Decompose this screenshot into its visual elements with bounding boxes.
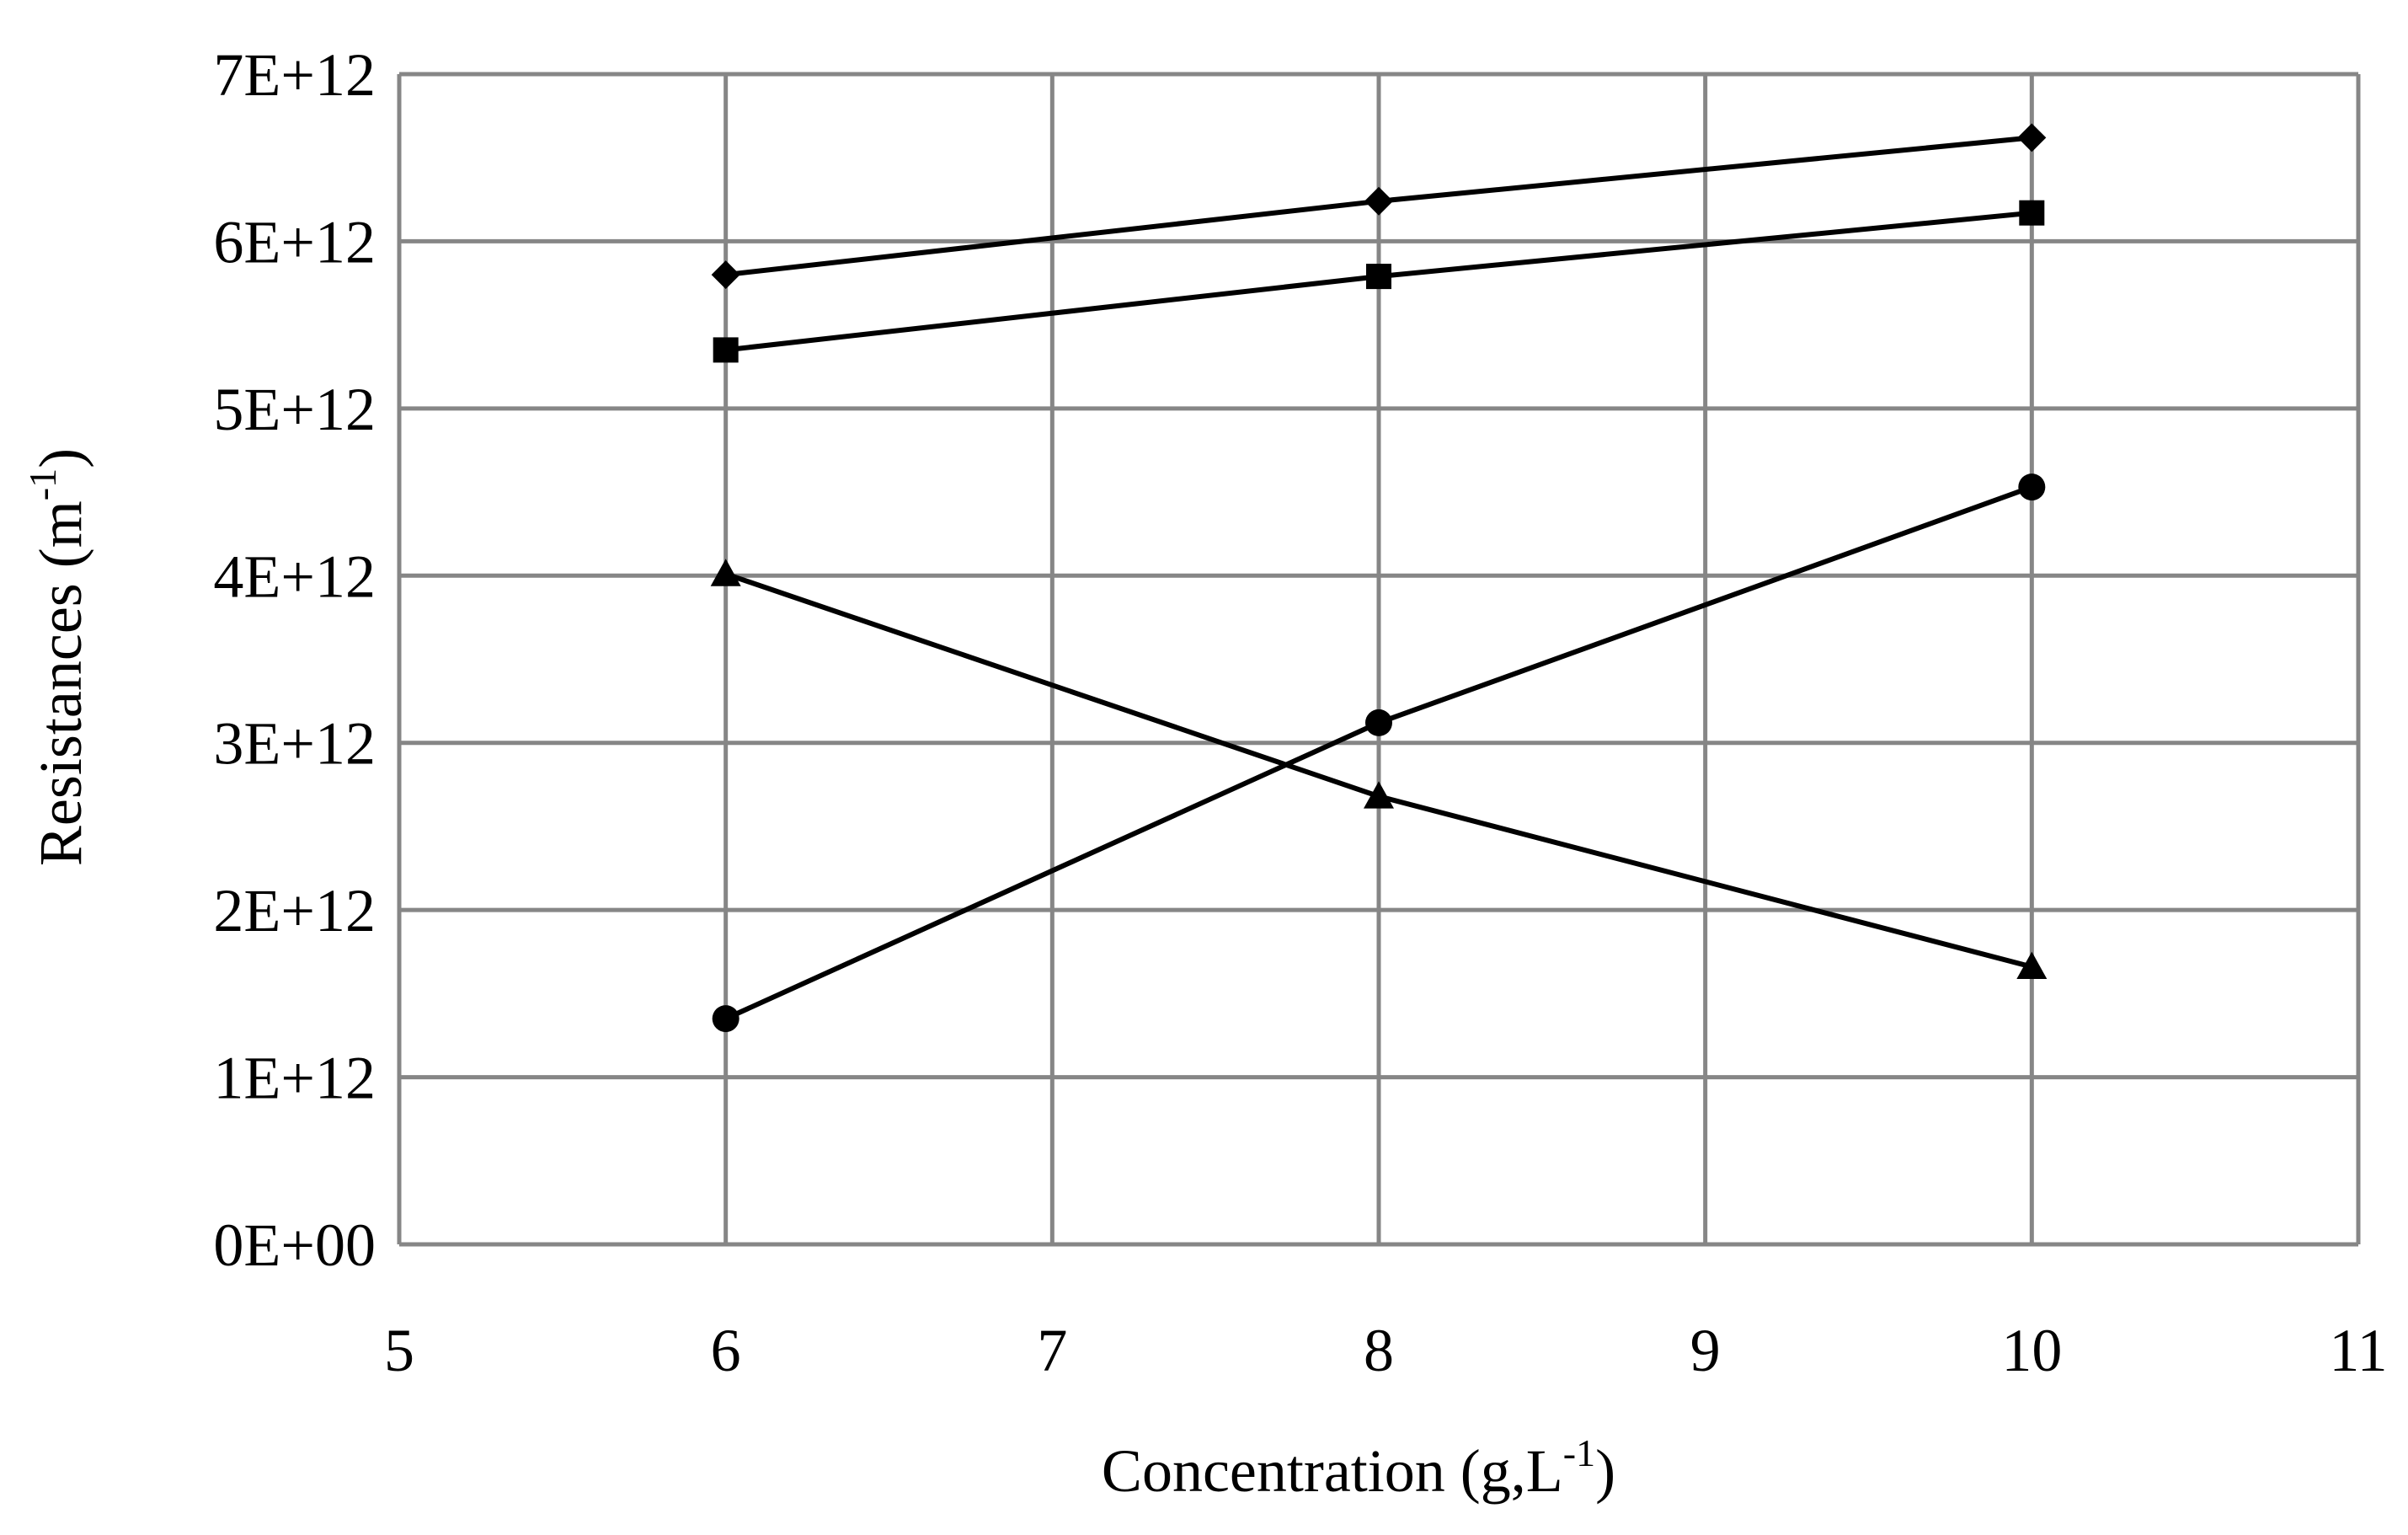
series-diamond (711, 123, 2047, 290)
x-axis-title-end: ) (1595, 1437, 1615, 1505)
y-tick-label: 4E+12 (213, 543, 376, 610)
data-point-triangle (710, 559, 741, 586)
data-point-triangle (2016, 951, 2048, 980)
y-axis-title-end: ) (27, 448, 94, 468)
data-point-diamond (1364, 186, 1393, 216)
y-tick-label: 1E+12 (213, 1045, 376, 1112)
grid (397, 72, 2361, 1247)
y-axis-title: Resistances (m-1) (21, 448, 94, 866)
data-point-circle (712, 1005, 739, 1033)
x-axis-title: Concentration (g,L-1) (1102, 1431, 1615, 1505)
y-axis-title-text: Resistances (m (27, 500, 94, 866)
y-tick-label: 6E+12 (213, 208, 376, 275)
x-tick-label: 8 (1364, 1317, 1394, 1384)
x-axis-title-sup: -1 (1563, 1431, 1595, 1474)
data-point-diamond (711, 260, 740, 290)
data-point-circle (2018, 473, 2046, 501)
x-tick-label: 10 (2001, 1317, 2062, 1384)
series-layer (710, 123, 2048, 1033)
y-tick-label: 0E+00 (213, 1211, 376, 1279)
series-triangle (710, 559, 2048, 980)
y-tick-label: 3E+12 (213, 710, 376, 778)
y-tick-label: 7E+12 (213, 41, 376, 109)
data-point-square (1366, 264, 1391, 290)
data-point-square (2019, 200, 2045, 226)
data-point-circle (1365, 709, 1392, 736)
y-axis-title-sup: -1 (21, 468, 64, 500)
data-point-diamond (2017, 123, 2047, 152)
x-tick-label: 11 (2329, 1317, 2387, 1384)
x-tick-label: 6 (711, 1317, 741, 1384)
series-circle (712, 473, 2046, 1033)
x-axis-title-text: Concentration (g,L (1102, 1437, 1563, 1505)
y-tick-label: 2E+12 (213, 877, 376, 944)
x-tick-label: 5 (384, 1317, 414, 1384)
y-tick-label: 5E+12 (213, 376, 376, 443)
data-point-triangle (1364, 781, 1394, 809)
data-point-square (713, 337, 739, 363)
series-square (713, 200, 2045, 363)
x-tick-label: 7 (1037, 1317, 1067, 1384)
tick-labels: 0E+00 1E+12 2E+12 3E+12 4E+12 5E+12 6E+12 7E+12… (213, 41, 2387, 1384)
x-tick-label: 9 (1690, 1317, 1721, 1384)
